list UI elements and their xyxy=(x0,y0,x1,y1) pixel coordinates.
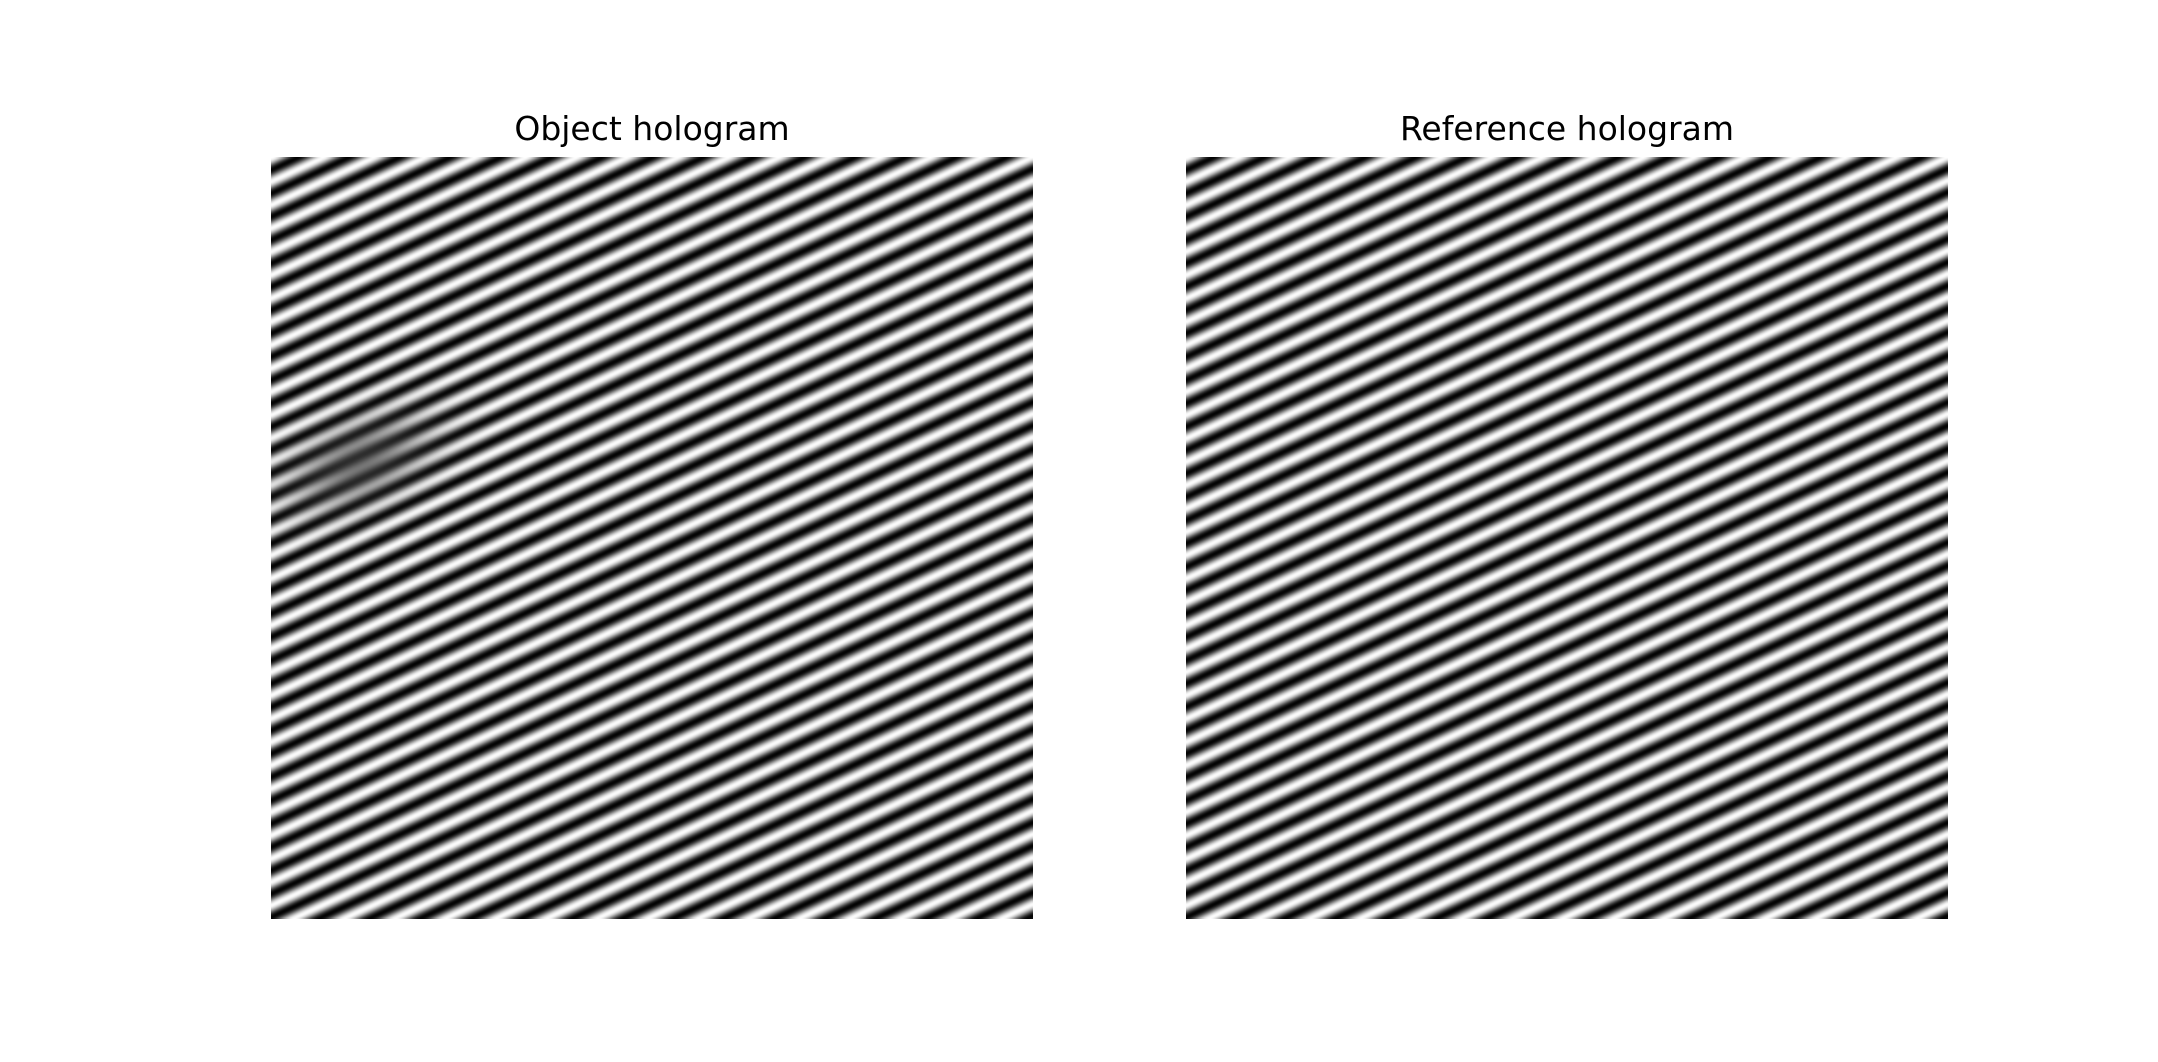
object-hologram-title: Object hologram xyxy=(514,109,790,148)
object-hologram-image xyxy=(271,157,1033,919)
reference-hologram-image xyxy=(1186,157,1948,919)
reference-hologram-title: Reference hologram xyxy=(1399,109,1734,148)
